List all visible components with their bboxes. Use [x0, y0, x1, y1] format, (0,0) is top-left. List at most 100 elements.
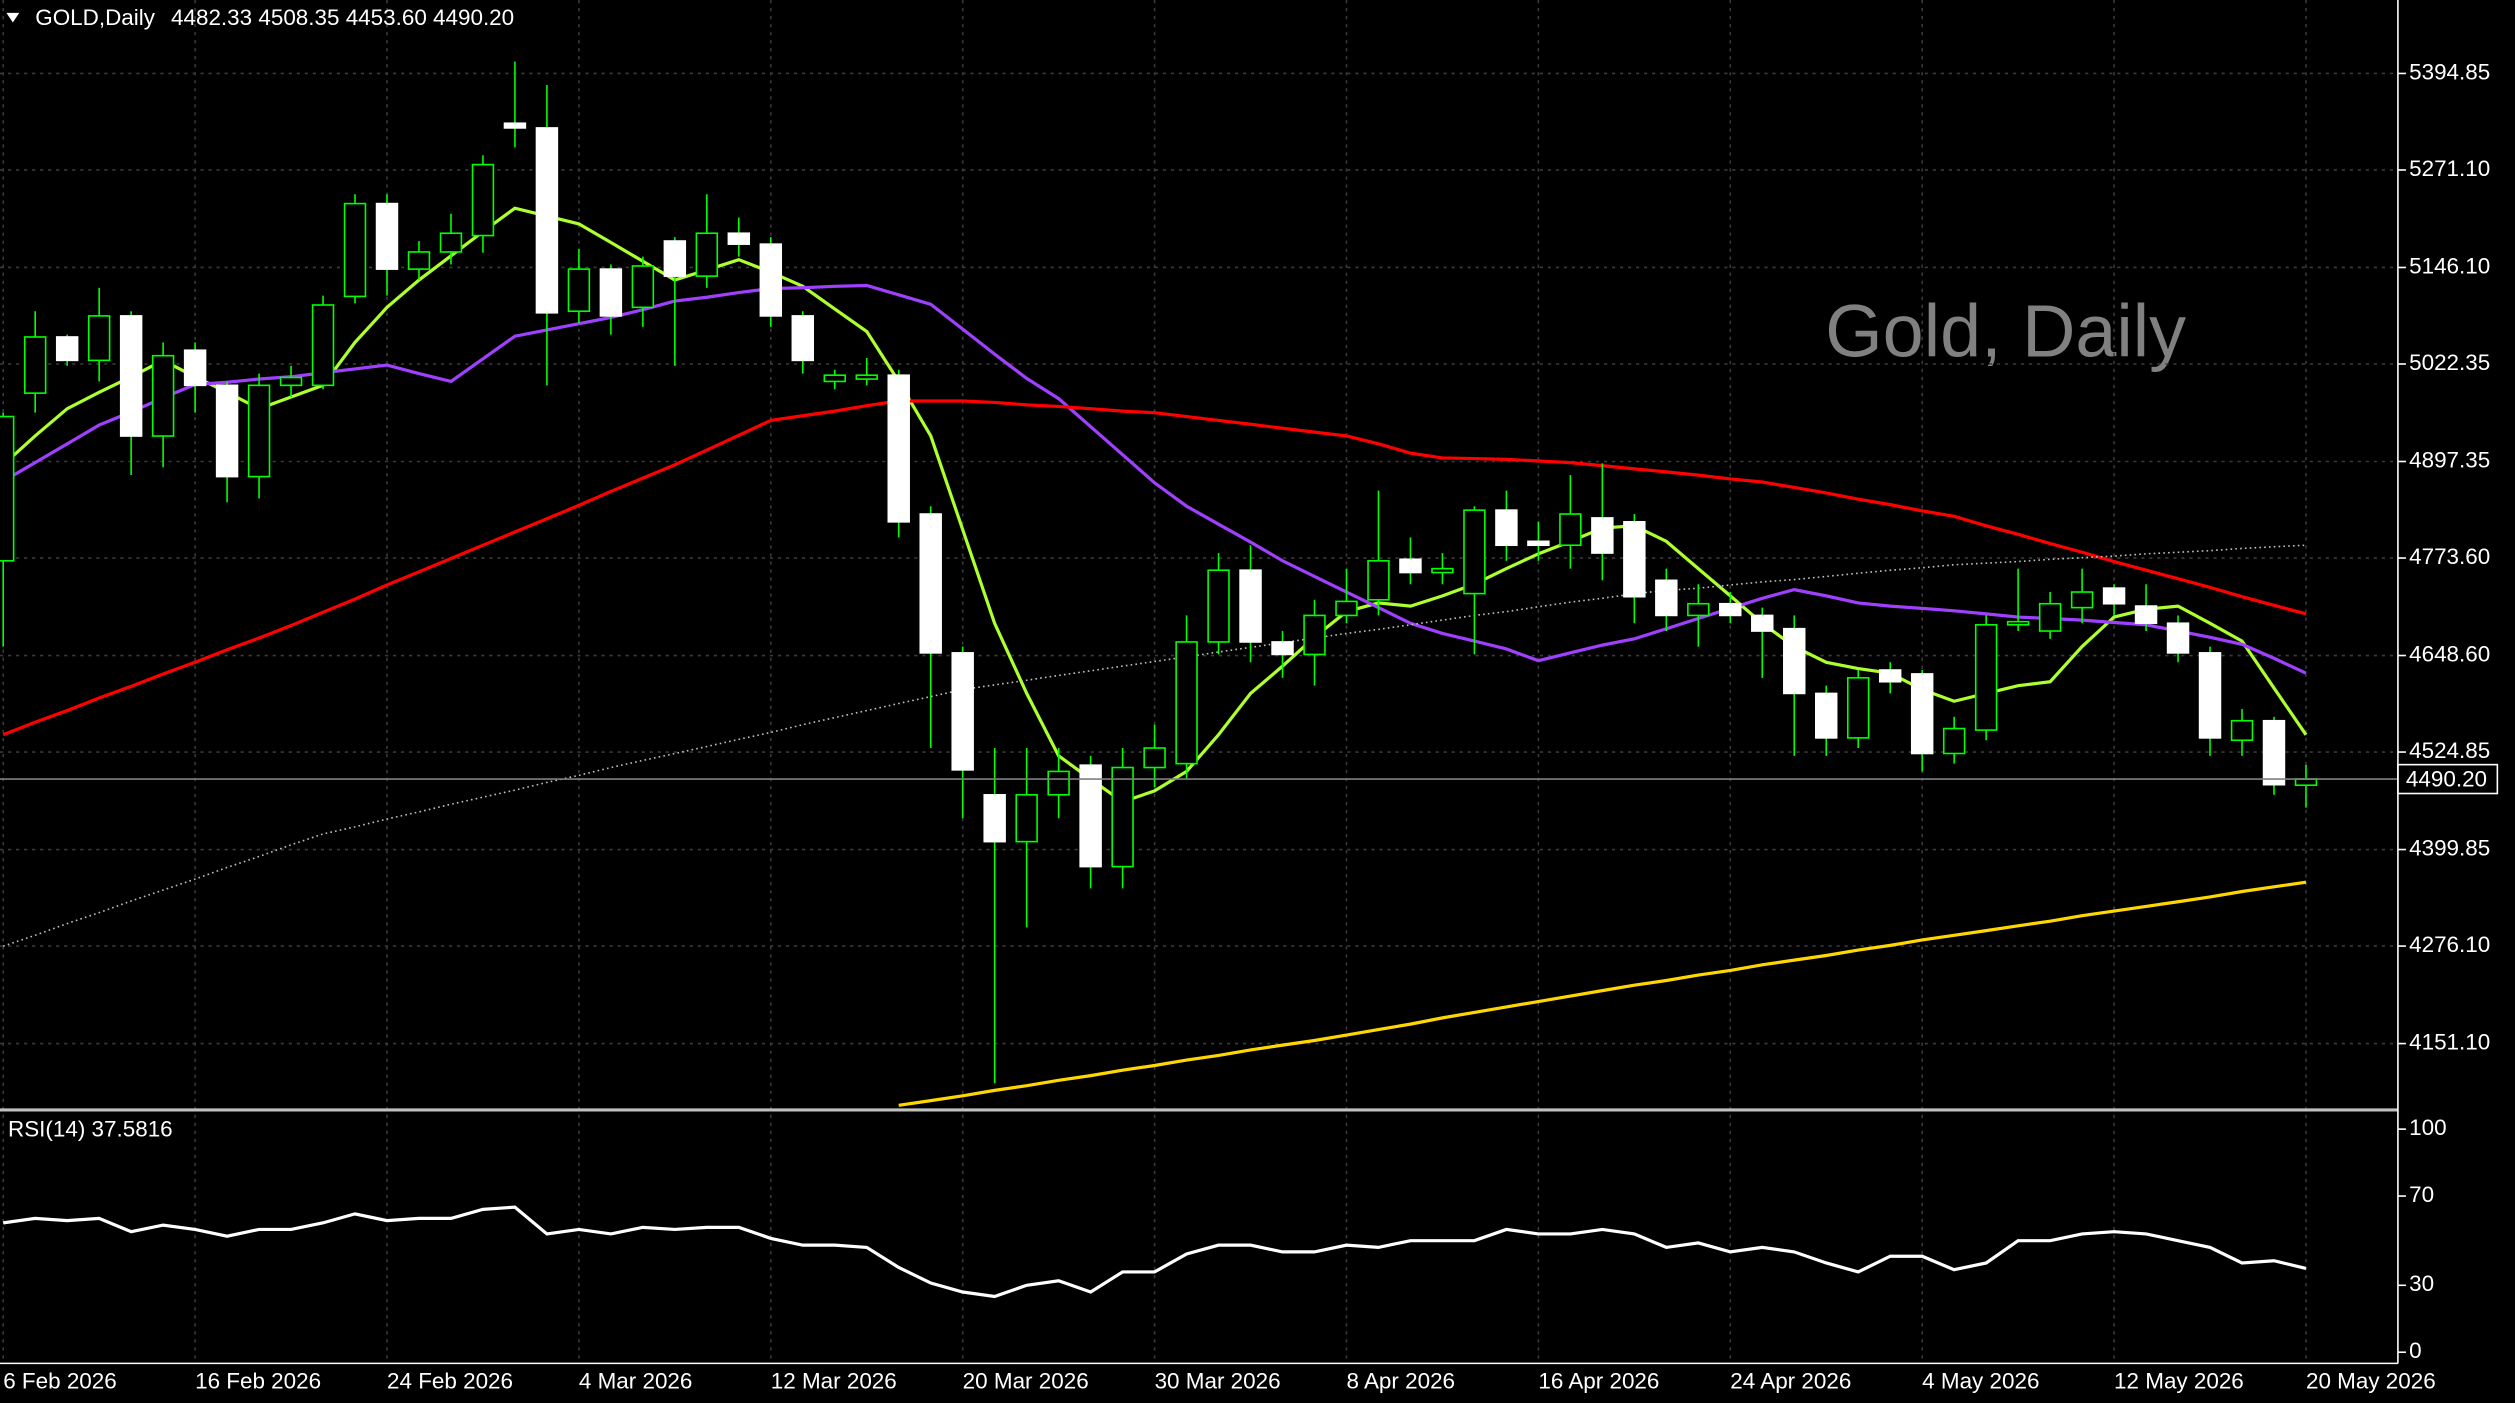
- candle-body: [2262, 719, 2286, 786]
- candle-body: [1271, 641, 1294, 656]
- y-tick-label: 5146.10: [2409, 253, 2490, 278]
- candle-body: [1527, 540, 1550, 547]
- x-tick-label: 24 Apr 2026: [1730, 1369, 1851, 1394]
- candle-body: [599, 268, 623, 317]
- candle-body: [151, 354, 175, 437]
- candle-body: [55, 336, 79, 362]
- candle-body: [2166, 622, 2190, 654]
- candle-body: [1751, 614, 1774, 632]
- candle-body: [279, 376, 303, 387]
- candle-body: [823, 374, 846, 383]
- x-tick-label: 20 Mar 2026: [963, 1369, 1089, 1394]
- candle-body: [1655, 579, 1678, 617]
- candle-body: [0, 415, 15, 562]
- y-tick-label: 0: [2409, 1338, 2421, 1363]
- x-tick-label: 16 Feb 2026: [195, 1369, 321, 1394]
- x-tick-label: 24 Feb 2026: [387, 1369, 513, 1394]
- x-tick-label: 12 May 2026: [2114, 1369, 2244, 1394]
- last-price-box: [2397, 763, 2499, 795]
- y-tick-label: 4897.35: [2409, 447, 2490, 472]
- candle-body: [2038, 602, 2062, 632]
- candle-body: [343, 202, 367, 298]
- symbol: GOLD,Daily: [35, 5, 155, 30]
- candle-body: [1942, 727, 1966, 755]
- candle-body: [727, 232, 751, 245]
- candle-body: [1079, 764, 1102, 868]
- candle-body: [87, 315, 111, 362]
- y-tick-label: 4151.10: [2409, 1030, 2490, 1055]
- candle-body: [1239, 569, 1262, 643]
- y-tick-label: 5271.10: [2409, 156, 2490, 181]
- candle-body: [1623, 521, 1646, 598]
- candle-body: [407, 251, 431, 270]
- candle-body: [2134, 605, 2158, 625]
- x-tick-label: 16 Apr 2026: [1538, 1369, 1659, 1394]
- candle-body: [2294, 778, 2318, 787]
- candle-body: [1687, 602, 1710, 617]
- candle-body: [1463, 509, 1486, 595]
- moving-average: [2, 544, 2307, 947]
- y-tick-label: 4773.60: [2409, 544, 2490, 569]
- x-tick-label: 4 Mar 2026: [579, 1369, 693, 1394]
- x-tick-label: 12 Mar 2026: [771, 1369, 897, 1394]
- x-tick-label: 8 Apr 2026: [1346, 1369, 1455, 1394]
- y-tick-label: 5022.35: [2409, 350, 2490, 375]
- candle-body: [663, 240, 687, 277]
- candle-body: [471, 163, 495, 237]
- candle-body: [1783, 627, 1806, 695]
- candle-body: [1846, 677, 1870, 739]
- candle-body: [2230, 719, 2254, 742]
- x-tick-label: 6 Feb 2026: [3, 1369, 117, 1394]
- moving-average: [2, 283, 2307, 675]
- candle-body: [791, 315, 815, 362]
- candle-body: [631, 265, 655, 309]
- candle-body: [1015, 794, 1038, 843]
- candle-body: [1367, 560, 1390, 601]
- candle-body: [1878, 669, 1902, 683]
- candle-body: [23, 336, 47, 394]
- candle-body: [759, 243, 783, 317]
- rsi-line: [2, 1205, 2307, 1299]
- x-tick-label: 20 May 2026: [2306, 1369, 2436, 1394]
- candle-body: [855, 374, 878, 380]
- last-price-label: 4490.20: [2406, 767, 2487, 792]
- candle-body: [1815, 692, 1838, 739]
- watermark: Gold, Daily: [1825, 289, 2186, 372]
- header: GOLD,Daily 4482.33 4508.35 4453.60 4490.2…: [35, 5, 514, 30]
- ohlc: 4482.33 4508.35 4453.60 4490.20: [171, 5, 514, 30]
- candle-body: [1399, 558, 1422, 574]
- candle-body: [1974, 623, 1998, 731]
- candle-body: [119, 315, 143, 437]
- candle-body: [215, 384, 239, 478]
- candle-body: [2070, 591, 2094, 609]
- candle-body: [1910, 673, 1934, 755]
- y-tick-label: 4648.60: [2409, 641, 2490, 666]
- candle-body: [2006, 620, 2030, 626]
- candle-body: [983, 794, 1006, 843]
- candle-body: [183, 349, 207, 387]
- y-tick-label: 70: [2409, 1182, 2434, 1207]
- candle-body: [567, 268, 591, 313]
- rsi-title: RSI(14) 37.5816: [8, 1117, 173, 1142]
- y-tick-label: 4524.85: [2409, 738, 2490, 763]
- candle-body: [439, 232, 463, 253]
- candle-body: [919, 513, 942, 654]
- candle-body: [951, 652, 974, 771]
- candle-body: [887, 374, 910, 523]
- collapse-arrow[interactable]: [6, 12, 20, 23]
- candle-body: [535, 127, 559, 314]
- candle-body: [1335, 600, 1358, 617]
- x-tick-label: 30 Mar 2026: [1155, 1369, 1281, 1394]
- moving-average: [898, 880, 2307, 1107]
- candle-body: [1495, 509, 1518, 547]
- candle-body: [1303, 614, 1326, 656]
- candle-body: [695, 232, 719, 277]
- candle-body: [2102, 587, 2126, 605]
- y-tick-label: 100: [2409, 1115, 2446, 1140]
- y-tick-label: 4399.85: [2409, 835, 2490, 860]
- candle-body: [1719, 602, 1742, 617]
- candle-body: [311, 304, 335, 387]
- candle-body: [1207, 569, 1230, 643]
- moving-average: [2, 399, 2307, 737]
